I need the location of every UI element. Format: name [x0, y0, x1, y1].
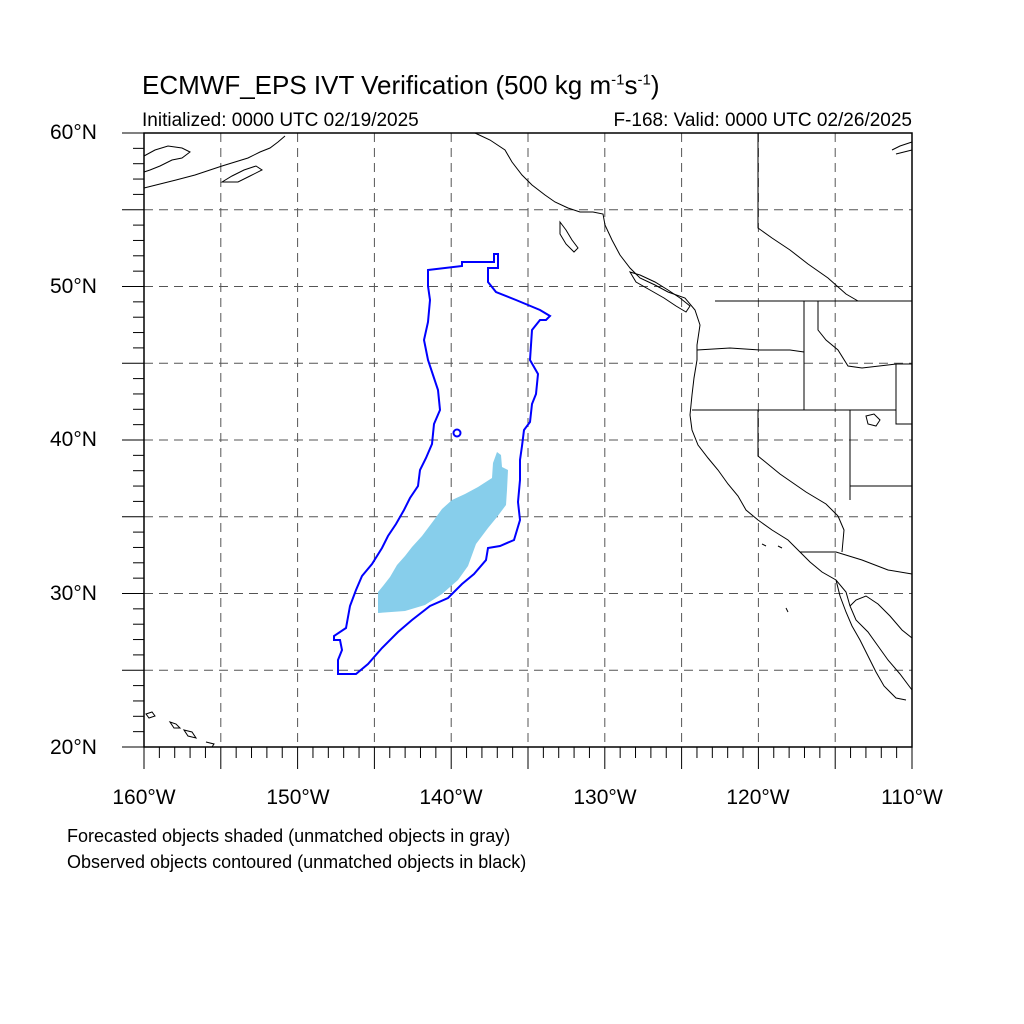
- legend-note-observed: Observed objects contoured (unmatched ob…: [67, 852, 527, 872]
- valid-time: F-168: Valid: 0000 UTC 02/26/2025: [613, 110, 912, 131]
- chart-title: ECMWF_EPS IVT Verification (500 kg m-1s-…: [142, 70, 660, 100]
- coastlines: [143, 132, 913, 748]
- observed-object-small: [452, 428, 462, 438]
- tick-marks: [122, 132, 913, 769]
- lon-label-110w: 110°W: [881, 786, 943, 809]
- lat-label-50: 50°N: [50, 275, 97, 298]
- minor-tick-marks: [133, 147, 898, 758]
- observed-object: [333, 253, 552, 675]
- lat-label-30: 30°N: [50, 582, 97, 605]
- forecast-object: [378, 452, 508, 613]
- lon-label-120w: 120°W: [726, 786, 790, 809]
- lat-label-40: 40°N: [50, 428, 97, 451]
- political-boundaries: [692, 133, 913, 575]
- initialized-time: Initialized: 0000 UTC 02/19/2025: [142, 110, 419, 131]
- lon-label-130w: 130°W: [573, 786, 637, 809]
- lon-label-160w: 160°W: [112, 786, 176, 809]
- legend-note-forecast: Forecasted objects shaded (unmatched obj…: [67, 826, 511, 846]
- map-grid: [144, 133, 912, 747]
- lon-label-150w: 150°W: [266, 786, 330, 809]
- lat-label-60: 60°N: [50, 121, 97, 144]
- lon-label-140w: 140°W: [419, 786, 483, 809]
- lat-label-20: 20°N: [50, 736, 97, 759]
